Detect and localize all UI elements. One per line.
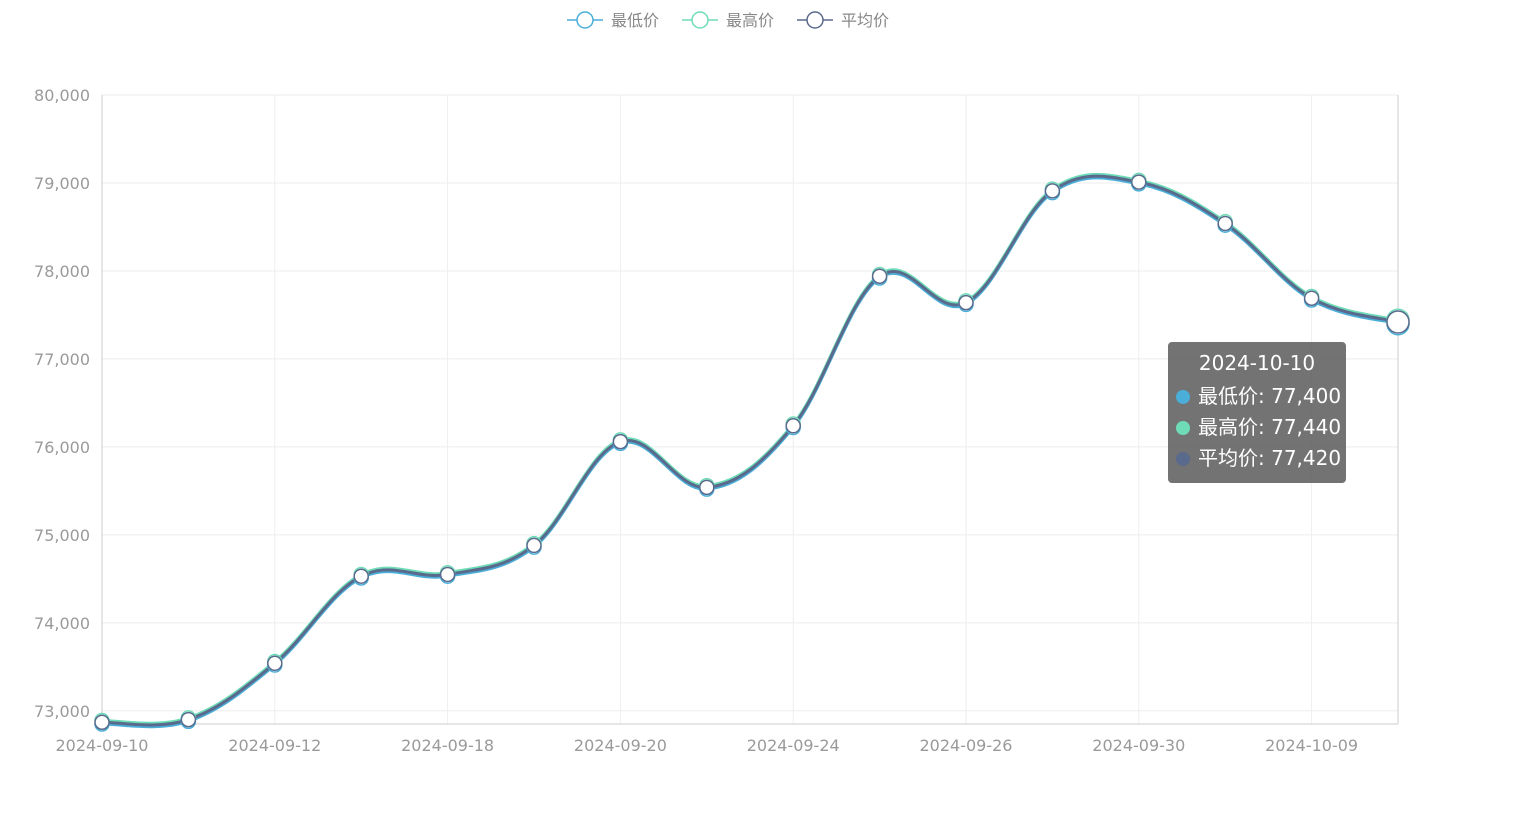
- point-2-8[interactable]: [785, 418, 801, 434]
- x-tick-label-14: 2024-10-09: [1265, 736, 1358, 755]
- legend-item-1[interactable]: 最高价: [682, 11, 774, 30]
- tooltip-dot-min: [1176, 389, 1190, 404]
- axes: [101, 95, 1399, 725]
- tooltip-row-max-label: 最高价: 77,440: [1198, 415, 1342, 439]
- tooltip-dot-max: [1176, 420, 1190, 435]
- x-axis-ticks: 2024-09-10 2024-09-12 2024-09-18 2024-09-20…: [56, 736, 1359, 755]
- x-tick-label-8: 2024-09-24: [747, 736, 840, 755]
- tooltip-row-avg-label: 平均价: 77,420: [1198, 446, 1342, 470]
- legend-label-2: 平均价: [841, 11, 889, 30]
- legend[interactable]: 最低价 最高价 平均价: [567, 11, 889, 30]
- y-tick-label-3: 76,000: [34, 438, 90, 457]
- legend-label-0: 最低价: [611, 11, 659, 30]
- point-2-6[interactable]: [612, 433, 629, 450]
- y-tick-label-4: 77,000: [34, 350, 90, 369]
- legend-marker-1: [691, 11, 709, 29]
- legend-item-0[interactable]: 最低价: [567, 11, 659, 30]
- point-2-12[interactable]: [1131, 174, 1147, 190]
- series-points[interactable]: [94, 172, 1410, 732]
- y-tick-label-5: 78,000: [34, 262, 90, 281]
- x-tick-label-6: 2024-09-20: [574, 736, 667, 755]
- series-line-2: [101, 174, 1399, 727]
- x-tick-label-10: 2024-09-26: [920, 736, 1013, 755]
- point-2-4[interactable]: [439, 566, 456, 583]
- tooltip-title: 2024-10-10: [1198, 351, 1316, 375]
- tooltip-row-min: 最低价: 77,400: [1176, 381, 1342, 412]
- tooltip-row-max: 最高价: 77,440: [1176, 412, 1342, 443]
- point-2-5[interactable]: [526, 537, 542, 554]
- y-axis-ticks: 73,000 74,000 75,000 76,000 77,000 78,000 79,0…: [34, 86, 90, 721]
- point-2-13[interactable]: [1217, 215, 1233, 232]
- legend-item-2[interactable]: 平均价: [797, 11, 889, 30]
- y-tick-label-2: 75,000: [34, 526, 90, 545]
- point-2-7[interactable]: [699, 479, 715, 496]
- legend-marker-0: [576, 11, 594, 29]
- y-tick-label-7: 80,000: [34, 86, 90, 105]
- legend-label-1: 最高价: [726, 11, 774, 30]
- point-2-14[interactable]: [1303, 290, 1320, 306]
- x-tick-label-4: 2024-09-18: [401, 736, 494, 755]
- y-tick-label-1: 74,000: [34, 614, 90, 633]
- point-2-1[interactable]: [180, 711, 197, 728]
- point-2-2[interactable]: [267, 655, 283, 672]
- y-tick-label-0: 73,000: [34, 702, 90, 721]
- point-2-11[interactable]: [1044, 183, 1061, 199]
- x-tick-label-0: 2024-09-10: [56, 736, 149, 755]
- point-2-15[interactable]: [1386, 310, 1410, 334]
- point-2-0[interactable]: [94, 714, 110, 730]
- point-2-3[interactable]: [353, 568, 369, 584]
- x-tick-label-2: 2024-09-12: [228, 736, 321, 755]
- y-tick-label-6: 79,000: [34, 174, 90, 193]
- point-2-9[interactable]: [871, 268, 888, 284]
- point-2-10[interactable]: [958, 294, 974, 311]
- legend-marker-2: [806, 11, 824, 29]
- tooltip-row-min-label: 最低价: 77,400: [1198, 384, 1342, 408]
- series-lines: [101, 172, 1399, 729]
- x-tick-label-12: 2024-09-30: [1092, 736, 1185, 755]
- tooltip: 2024-10-10 最低价: 77,400 最高价: 77,440 平均价: …: [1168, 342, 1346, 483]
- tooltip-row-avg: 平均价: 77,420: [1176, 443, 1342, 474]
- tooltip-dot-avg: [1176, 451, 1190, 466]
